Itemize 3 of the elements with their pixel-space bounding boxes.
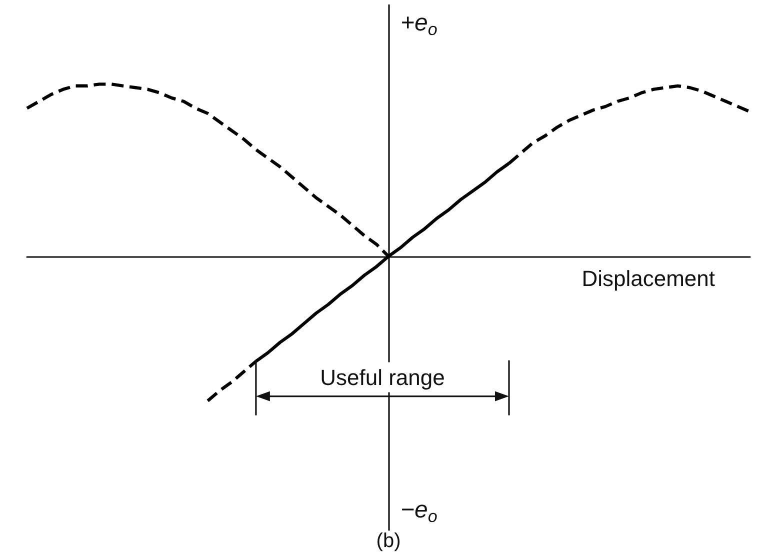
annotation: Useful range <box>320 364 445 390</box>
x-axis-title: Displacement <box>582 266 715 291</box>
text: (b) <box>376 530 401 552</box>
